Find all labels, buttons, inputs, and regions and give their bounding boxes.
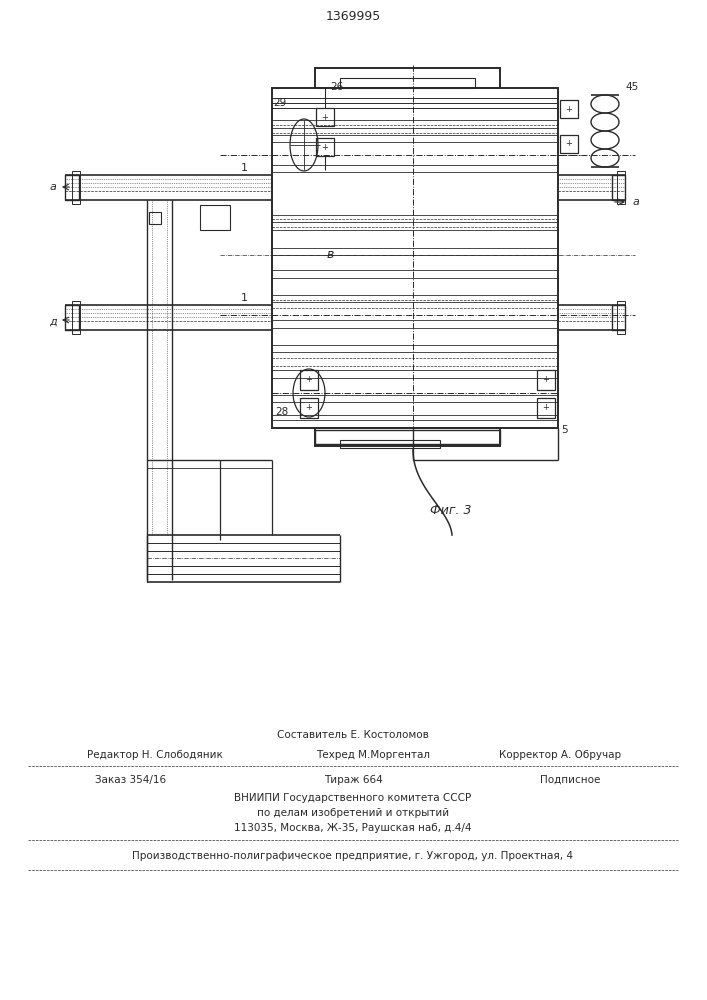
Bar — [300, 370, 318, 390]
Text: 1: 1 — [240, 163, 247, 173]
Text: по делам изобретений и открытий: по делам изобретений и открытий — [257, 808, 449, 818]
Text: Составитель Е. Костоломов: Составитель Е. Костоломов — [277, 730, 429, 740]
Text: +: + — [322, 112, 329, 121]
Bar — [149, 212, 161, 224]
Bar — [300, 398, 318, 418]
Text: +: + — [566, 139, 573, 148]
Text: Тираж 664: Тираж 664 — [324, 775, 382, 785]
Text: 113035, Москва, Ж-35, Раушская наб, д.4/4: 113035, Москва, Ж-35, Раушская наб, д.4/… — [234, 823, 472, 833]
Text: Редактор Н. Слободяник: Редактор Н. Слободяник — [87, 750, 223, 760]
Text: 28: 28 — [276, 407, 289, 417]
Text: +: + — [566, 104, 573, 113]
Bar — [340, 78, 475, 88]
Bar — [65, 305, 79, 330]
Text: Производственно-полиграфическое предприятие, г. Ужгород, ул. Проектная, 4: Производственно-полиграфическое предприя… — [132, 851, 573, 861]
Bar — [72, 301, 80, 334]
Bar — [315, 68, 500, 88]
Text: +: + — [322, 142, 329, 151]
Bar — [612, 305, 625, 330]
Bar — [537, 398, 555, 418]
Text: Заказ 354/16: Заказ 354/16 — [95, 775, 166, 785]
Text: 1369995: 1369995 — [325, 9, 380, 22]
Text: Техред М.Моргентал: Техред М.Моргентал — [316, 750, 430, 760]
Bar — [560, 100, 578, 118]
Text: в: в — [327, 248, 334, 261]
Text: +: + — [542, 375, 549, 384]
Bar — [537, 370, 555, 390]
Text: 1: 1 — [240, 293, 247, 303]
Text: Корректор А. Обручар: Корректор А. Обручар — [499, 750, 621, 760]
Bar — [316, 138, 334, 156]
Text: Фиг. 3: Фиг. 3 — [430, 504, 472, 516]
Bar — [340, 440, 440, 448]
Bar — [560, 135, 578, 153]
Bar — [316, 108, 334, 126]
Text: а: а — [49, 182, 57, 192]
Bar — [617, 301, 625, 334]
Bar — [72, 171, 80, 204]
Text: +: + — [542, 403, 549, 412]
Text: Подписное: Подписное — [540, 775, 600, 785]
Bar — [617, 171, 625, 204]
Bar — [315, 428, 500, 446]
Text: д: д — [49, 317, 57, 327]
Bar — [315, 430, 500, 444]
Text: 26: 26 — [330, 82, 344, 92]
Text: 5: 5 — [561, 425, 568, 435]
Text: +: + — [305, 375, 312, 384]
Bar — [612, 175, 625, 200]
Text: 29: 29 — [274, 98, 287, 108]
Text: +: + — [305, 403, 312, 412]
Bar — [272, 88, 558, 428]
Bar — [65, 175, 79, 200]
Text: 45: 45 — [625, 82, 638, 92]
Text: а: а — [633, 197, 639, 207]
Text: ВНИИПИ Государственного комитета СССР: ВНИИПИ Государственного комитета СССР — [235, 793, 472, 803]
Bar — [200, 205, 230, 230]
